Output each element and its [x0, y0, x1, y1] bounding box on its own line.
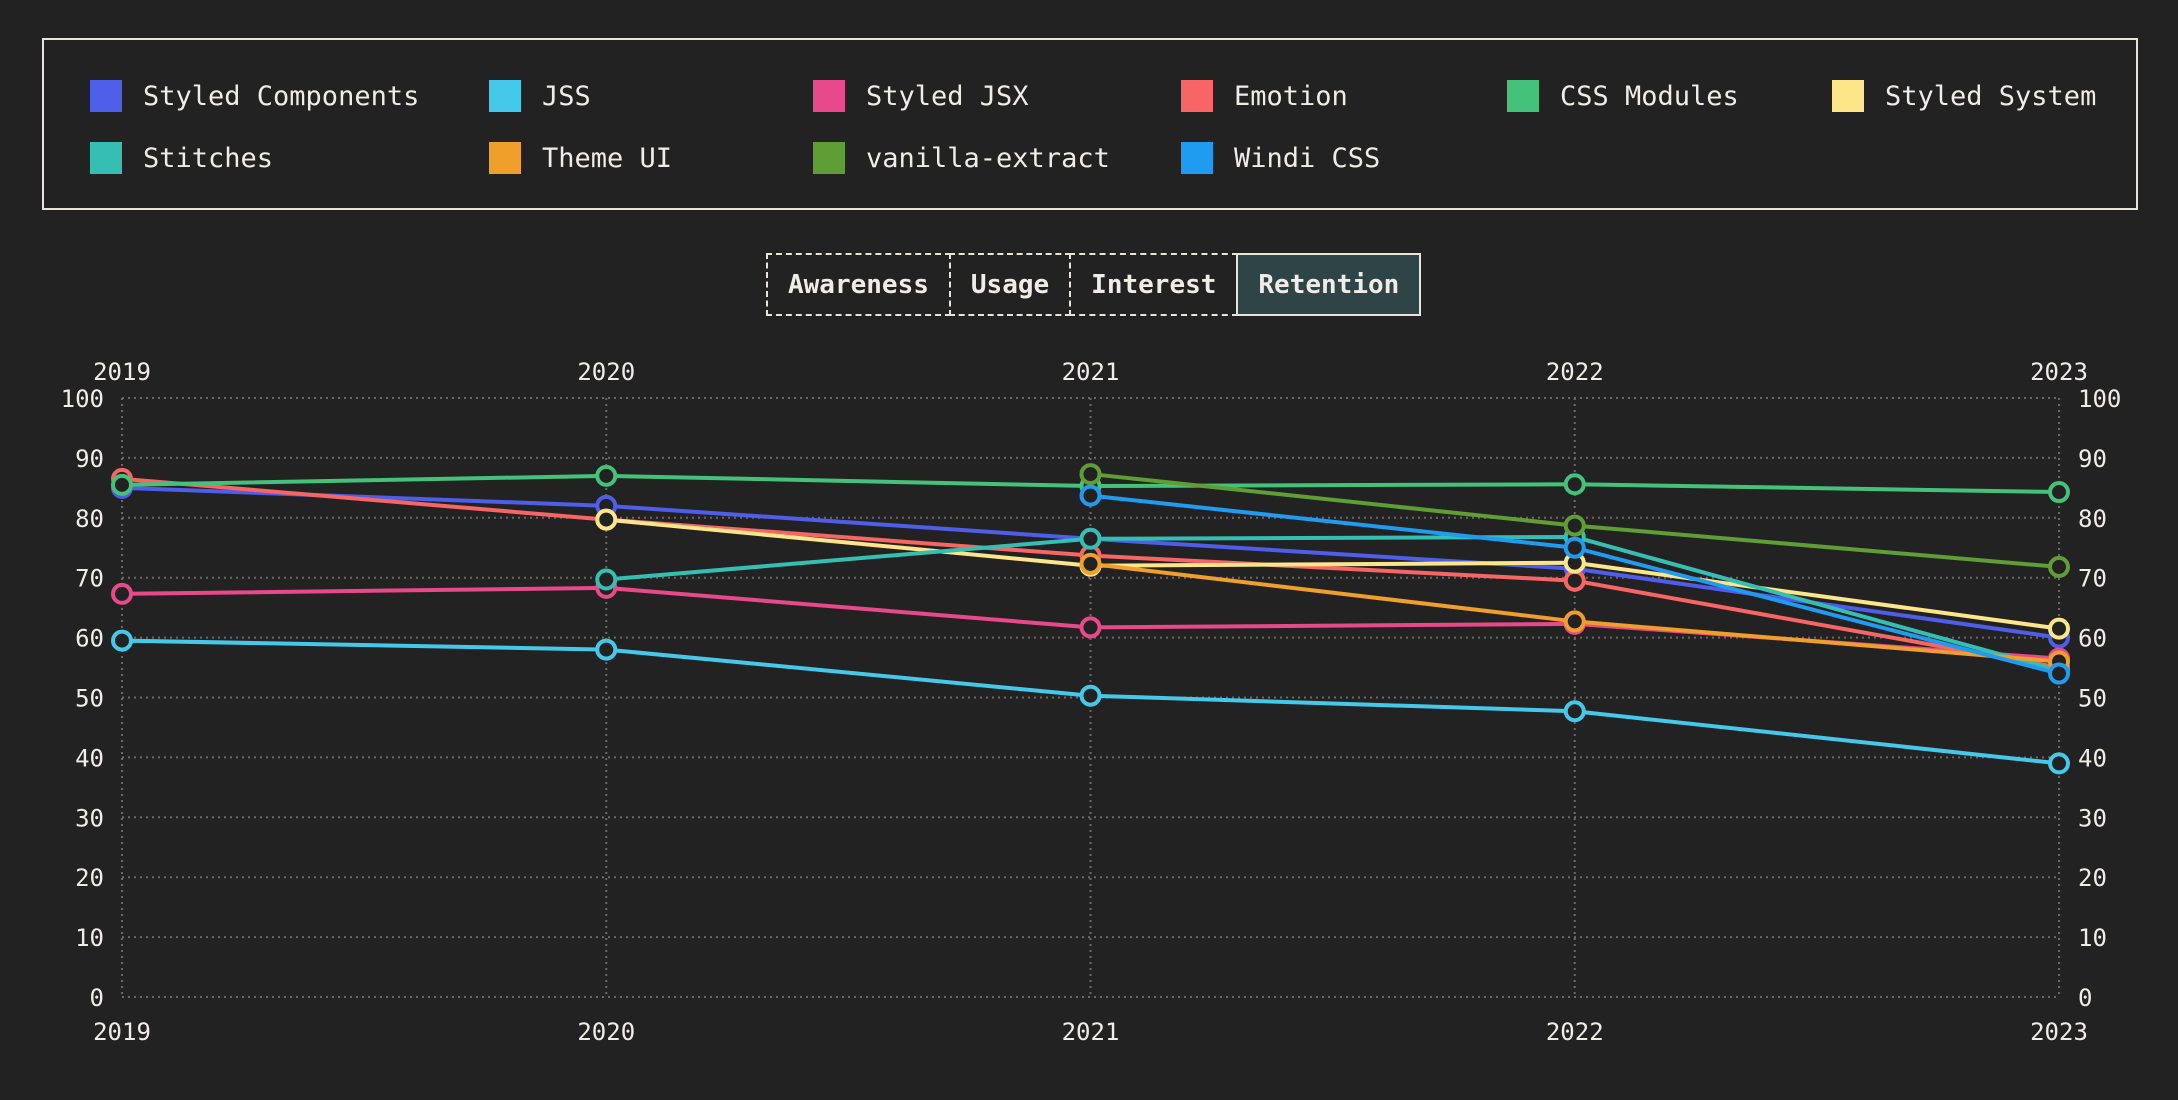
- legend-item-styled-components[interactable]: Styled Components: [90, 76, 419, 116]
- data-point-vanilla-extract[interactable]: [1563, 514, 1586, 537]
- legend-item-stitches[interactable]: Stitches: [90, 138, 273, 178]
- legend-swatch: [813, 80, 845, 112]
- y-tick-left: 30: [75, 804, 104, 832]
- legend-label: Theme UI: [542, 142, 673, 174]
- legend-label: Stitches: [143, 142, 274, 174]
- y-tick-right: 90: [2078, 445, 2107, 473]
- data-point-css-modules[interactable]: [595, 464, 618, 487]
- legend-item-windi-css[interactable]: Windi CSS: [1181, 138, 1380, 178]
- legend-swatch: [1832, 80, 1864, 112]
- x-tick-bottom: 2022: [1546, 1018, 1604, 1046]
- y-tick-right: 0: [2078, 984, 2092, 1012]
- data-point-stitches[interactable]: [595, 568, 618, 591]
- legend-swatch: [489, 142, 521, 174]
- x-tick-bottom: 2020: [577, 1018, 635, 1046]
- y-tick-left: 80: [75, 505, 104, 533]
- data-point-css-modules[interactable]: [111, 473, 133, 496]
- x-tick-bottom: 2021: [1062, 1018, 1120, 1046]
- legend-label: Emotion: [1234, 80, 1348, 112]
- data-point-jss[interactable]: [2048, 752, 2070, 775]
- legend-label: vanilla-extract: [866, 142, 1110, 174]
- y-tick-right: 30: [2078, 804, 2107, 832]
- legend-item-styled-jsx[interactable]: Styled JSX: [813, 76, 1029, 116]
- y-tick-right: 50: [2078, 685, 2107, 713]
- chart-points: [111, 463, 2070, 775]
- y-tick-left: 10: [75, 924, 104, 952]
- legend-label: Styled System: [1885, 80, 2097, 112]
- legend-label: Styled JSX: [866, 80, 1029, 112]
- data-point-styled-system[interactable]: [2048, 617, 2070, 640]
- data-point-styled-jsx[interactable]: [111, 582, 133, 605]
- y-tick-left: 20: [75, 864, 104, 892]
- y-tick-left: 0: [90, 984, 104, 1012]
- legend-swatch: [1181, 80, 1213, 112]
- legend-item-vanilla-extract[interactable]: vanilla-extract: [813, 138, 1110, 178]
- legend-swatch: [813, 142, 845, 174]
- legend-label: Windi CSS: [1234, 142, 1381, 174]
- data-point-windi-css[interactable]: [1079, 484, 1102, 507]
- legend-swatch: [1181, 142, 1213, 174]
- legend-item-css-modules[interactable]: CSS Modules: [1507, 76, 1739, 116]
- x-tick-top: 2019: [93, 358, 151, 386]
- legend-item-emotion[interactable]: Emotion: [1181, 76, 1348, 116]
- data-point-css-modules[interactable]: [2048, 481, 2070, 504]
- data-point-jss[interactable]: [111, 629, 133, 652]
- legend-label: CSS Modules: [1560, 80, 1739, 112]
- y-tick-left: 90: [75, 445, 104, 473]
- tab-retention[interactable]: Retention: [1236, 253, 1422, 316]
- y-tick-left: 100: [61, 385, 104, 413]
- data-point-jss[interactable]: [595, 638, 618, 661]
- tab-awareness[interactable]: Awareness: [766, 253, 951, 316]
- legend-item-styled-system[interactable]: Styled System: [1832, 76, 2096, 116]
- data-point-styled-jsx[interactable]: [1079, 616, 1102, 639]
- y-tick-right: 70: [2078, 565, 2107, 593]
- tab-usage[interactable]: Usage: [948, 253, 1072, 316]
- legend-swatch: [90, 80, 122, 112]
- series-line-styled-system: [606, 517, 2060, 631]
- data-point-emotion[interactable]: [1563, 569, 1586, 592]
- data-point-css-modules[interactable]: [1563, 473, 1586, 496]
- y-tick-left: 60: [75, 625, 104, 653]
- x-tick-bottom: 2023: [2030, 1018, 2088, 1046]
- data-point-vanilla-extract[interactable]: [2048, 555, 2070, 578]
- legend-swatch: [489, 80, 521, 112]
- tab-interest[interactable]: Interest: [1069, 253, 1239, 316]
- metric-tabs: Awareness Usage Interest Retention: [766, 253, 1422, 316]
- data-point-theme-ui[interactable]: [1563, 610, 1586, 633]
- chart-grid: [121, 397, 2060, 998]
- x-tick-top: 2022: [1546, 358, 1604, 386]
- series-line-stitches: [606, 534, 2060, 673]
- data-point-windi-css[interactable]: [1563, 536, 1586, 559]
- y-tick-right: 40: [2078, 744, 2107, 772]
- data-point-vanilla-extract[interactable]: [1079, 463, 1102, 486]
- chart-legend: Styled Components JSS Styled JSX Emotion CSS…: [42, 38, 2138, 210]
- y-tick-right: 100: [2078, 385, 2121, 413]
- legend-label: Styled Components: [143, 80, 420, 112]
- legend-item-jss[interactable]: JSS: [489, 76, 591, 116]
- y-tick-left: 50: [75, 685, 104, 713]
- x-tick-top: 2020: [577, 358, 635, 386]
- y-tick-right: 10: [2078, 924, 2107, 952]
- data-point-theme-ui[interactable]: [1079, 552, 1102, 575]
- data-point-jss[interactable]: [1563, 700, 1586, 723]
- y-tick-left: 70: [75, 565, 104, 593]
- legend-item-theme-ui[interactable]: Theme UI: [489, 138, 672, 178]
- data-point-styled-system[interactable]: [595, 508, 618, 531]
- y-tick-right: 60: [2078, 625, 2107, 653]
- y-tick-right: 20: [2078, 864, 2107, 892]
- legend-swatch: [90, 142, 122, 174]
- data-point-windi-css[interactable]: [2048, 662, 2070, 685]
- x-tick-bottom: 2019: [93, 1018, 151, 1046]
- data-point-jss[interactable]: [1079, 684, 1102, 707]
- y-tick-right: 80: [2078, 505, 2107, 533]
- data-point-stitches[interactable]: [1079, 527, 1102, 550]
- x-tick-top: 2023: [2030, 358, 2088, 386]
- x-tick-top: 2021: [1062, 358, 1120, 386]
- y-tick-left: 40: [75, 744, 104, 772]
- legend-label: JSS: [542, 80, 591, 112]
- legend-swatch: [1507, 80, 1539, 112]
